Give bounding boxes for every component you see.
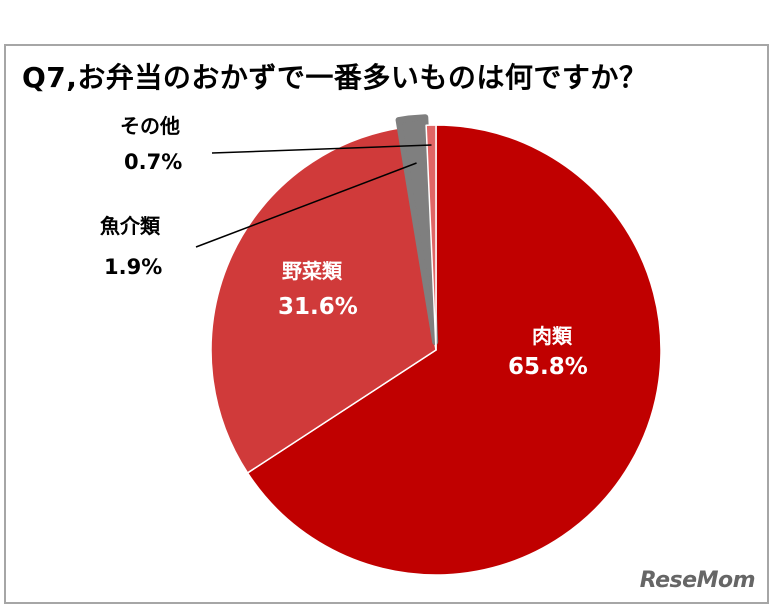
chart-title: Q7,お弁当のおかずで一番多いものは何ですか？: [22, 61, 648, 94]
leader-line-seafood: [195, 162, 417, 248]
label-meat-pct: 65.8%: [508, 354, 588, 380]
slice-vegetables: [210, 127, 437, 474]
label-seafood-name: 魚介類: [100, 214, 160, 238]
leader-line-other: [211, 144, 432, 154]
label-other-pct: 0.7%: [124, 150, 183, 174]
label-seafood-pct: 1.9%: [104, 255, 163, 279]
slice-seafood: [395, 114, 439, 346]
label-vegetables-pct: 31.6%: [278, 294, 358, 320]
slice-other: [425, 124, 437, 351]
slice-meat: [246, 124, 662, 576]
label-vegetables-name: 野菜類: [282, 259, 342, 283]
label-meat-name: 肉類: [532, 324, 572, 348]
label-other-name: その他: [120, 114, 180, 138]
resemom-logo: ReseMom: [639, 568, 756, 593]
